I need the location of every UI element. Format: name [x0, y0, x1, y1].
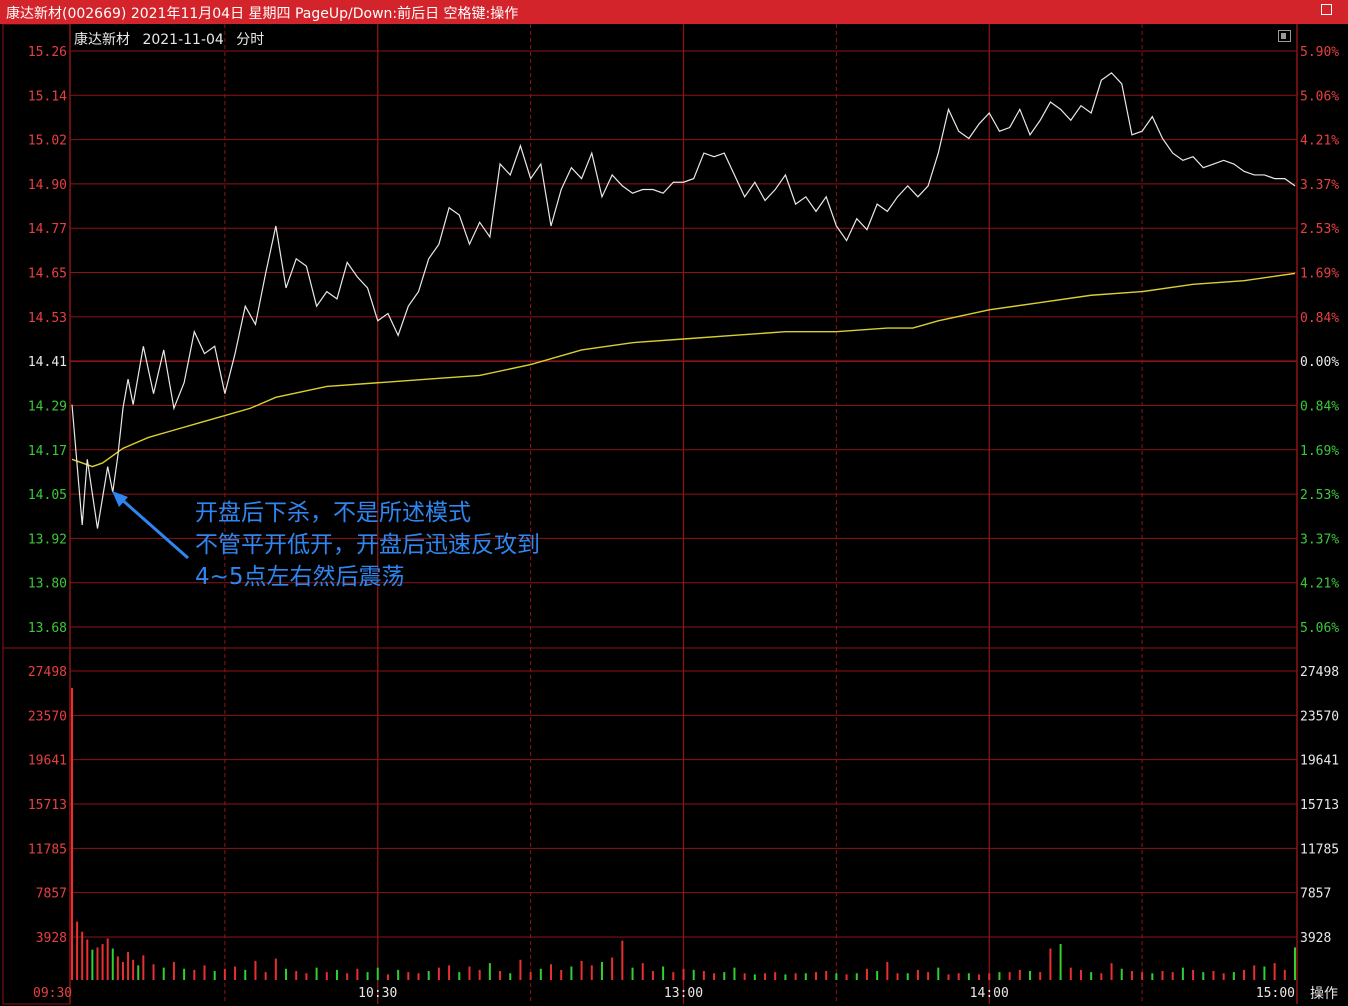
volume-tick-label: 7857: [36, 887, 67, 902]
percent-tick-label: 0.84%: [1300, 399, 1339, 414]
annotation-line-1: 开盘后下杀，不是所述模式: [195, 500, 471, 526]
panel-toggle-icon[interactable]: [1278, 30, 1291, 42]
volume-tick-label-right: 19641: [1300, 754, 1339, 769]
volume-tick-label-right: 27498: [1300, 665, 1339, 680]
price-tick-label: 14.53: [28, 311, 67, 326]
annotation-line-2: 不管平开低开，开盘后迅速反攻到: [195, 532, 540, 558]
price-tick-label: 15.26: [28, 45, 67, 60]
percent-tick-label: 4.21%: [1300, 134, 1339, 149]
price-tick-label: 14.65: [28, 267, 67, 282]
annotation-line-3: 4~5点左右然后震荡: [195, 564, 405, 590]
percent-tick-label: 5.90%: [1300, 45, 1339, 60]
volume-tick-label-right: 23570: [1300, 709, 1339, 724]
price-tick-label: 14.90: [28, 178, 67, 193]
volume-tick-label: 15713: [28, 798, 67, 813]
price-tick-label: 14.05: [28, 488, 67, 503]
window-title: 康达新材(002669) 2021年11月04日 星期四 PageUp/Down…: [6, 6, 519, 22]
chart-kind: 分时: [236, 32, 265, 48]
chart-date: 2021-11-04: [142, 32, 224, 48]
percent-tick-label: 5.06%: [1300, 621, 1339, 636]
price-line: [71, 72, 1296, 529]
price-tick-label: 14.29: [28, 399, 67, 414]
time-tick-label: 09:30: [33, 986, 72, 1001]
intraday-chart: 15.26 5.90% 15.14 5.06% 15.02 4.21% 14.90 3.37%…: [2, 24, 1339, 1005]
percent-tick-label: 2.53%: [1300, 222, 1339, 237]
percent-tick-label: 3.37%: [1300, 178, 1339, 193]
operate-button[interactable]: 操作: [1310, 986, 1338, 1002]
chart-header: 康达新材 2021-11-04 分时: [74, 29, 272, 49]
price-tick-label: 13.92: [28, 532, 67, 547]
volume-tick-label: 23570: [28, 709, 67, 724]
price-tick-label: 14.17: [28, 444, 67, 459]
price-tick-label: 14.41: [28, 355, 67, 370]
annotation-text: 开盘后下杀，不是所述模式 不管平开低开，开盘后迅速反攻到 4~5点左右然后震荡: [195, 497, 540, 593]
volume-tick-label: 27498: [28, 665, 67, 680]
volume-tick-label-right: 11785: [1300, 842, 1339, 857]
price-tick-label: 13.80: [28, 577, 67, 592]
volume-tick-label: 11785: [28, 842, 67, 857]
volume-tick-label-right: 7857: [1300, 887, 1331, 902]
price-tick-label: 15.02: [28, 134, 67, 149]
percent-tick-label: 4.21%: [1300, 577, 1339, 592]
percent-tick-label: 1.69%: [1300, 267, 1339, 282]
volume-tick-label-right: 15713: [1300, 798, 1339, 813]
percent-tick-label: 0.00%: [1300, 355, 1339, 370]
annotation-arrow-head: [112, 491, 128, 507]
stock-name: 康达新材: [74, 32, 130, 48]
time-tick-label: 14:00: [970, 986, 1009, 1001]
title-bar: 康达新材(002669) 2021年11月04日 星期四 PageUp/Down…: [0, 0, 1348, 24]
percent-tick-label: 1.69%: [1300, 444, 1339, 459]
average-price-line: [71, 272, 1296, 468]
percent-tick-label: 5.06%: [1300, 89, 1339, 104]
volume-tick-label: 3928: [36, 931, 67, 946]
price-tick-label: 13.68: [28, 621, 67, 636]
percent-tick-label: 2.53%: [1300, 488, 1339, 503]
percent-tick-label: 3.37%: [1300, 532, 1339, 547]
maximize-icon[interactable]: [1321, 4, 1332, 15]
time-tick-label: 13:00: [664, 986, 703, 1001]
price-tick-label: 15.14: [28, 89, 67, 104]
volume-tick-label-right: 3928: [1300, 931, 1331, 946]
percent-tick-label: 0.84%: [1300, 311, 1339, 326]
time-tick-label: 15:00: [1256, 986, 1295, 1001]
time-tick-label: 10:30: [358, 986, 397, 1001]
volume-tick-label: 19641: [28, 754, 67, 769]
annotation-arrow-shaft: [119, 496, 189, 560]
price-tick-label: 14.77: [28, 222, 67, 237]
